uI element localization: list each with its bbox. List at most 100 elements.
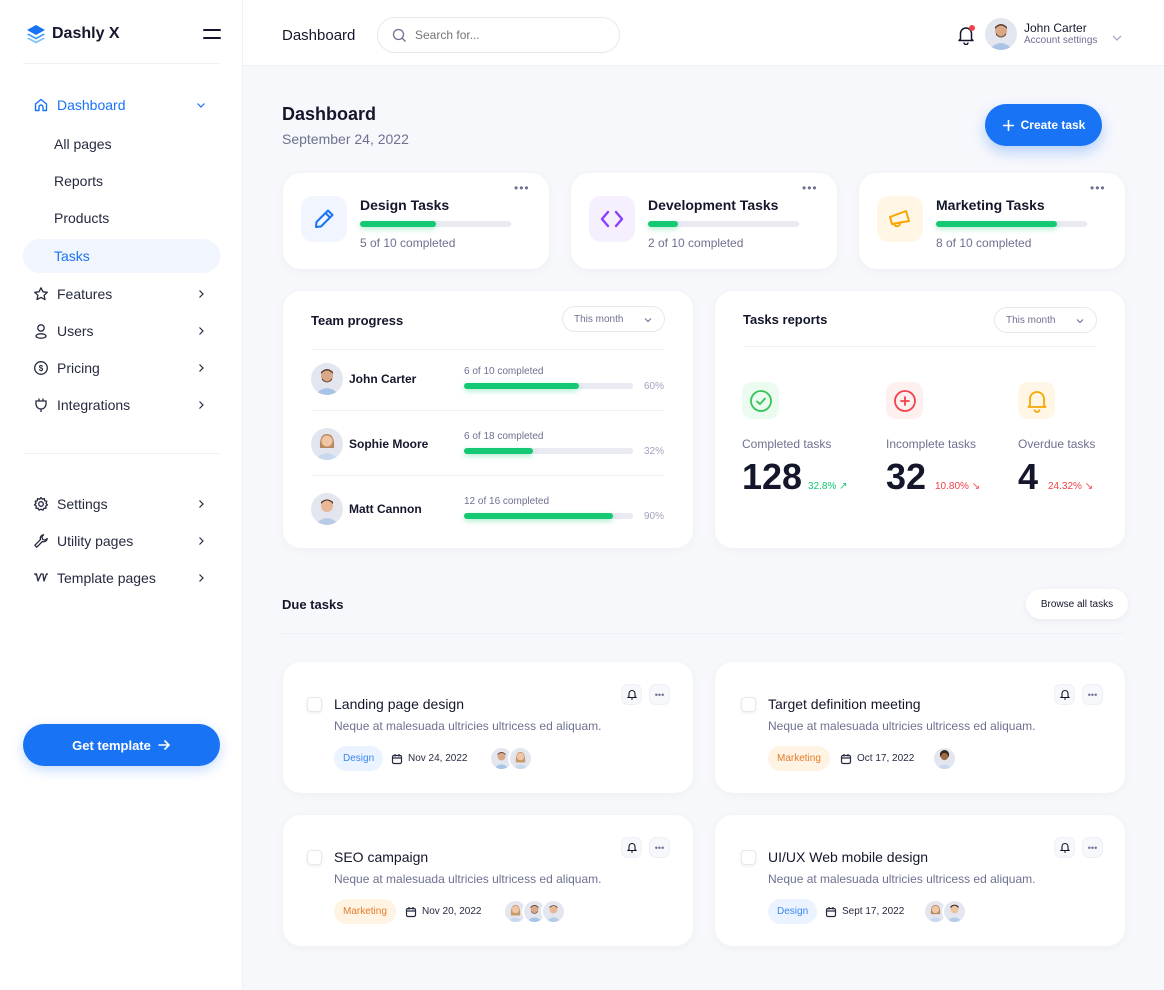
divider — [311, 475, 664, 476]
bell-icon — [1059, 843, 1070, 853]
more-options-icon[interactable]: ••• — [802, 181, 818, 195]
search-box[interactable] — [377, 17, 620, 53]
sidebar-item-label: Users — [57, 323, 94, 339]
sidebar-item-features[interactable]: Features — [23, 277, 220, 311]
dollar-icon: $ — [33, 360, 49, 376]
divider — [23, 453, 220, 454]
divider — [23, 63, 220, 64]
reminder-button[interactable] — [621, 837, 642, 858]
date-label: Nov 24, 2022 — [408, 753, 468, 764]
bell-icon — [1059, 690, 1070, 700]
section-title: Due tasks — [282, 597, 344, 612]
avatar — [932, 746, 957, 771]
calendar-icon — [405, 906, 417, 917]
megaphone-icon — [877, 196, 923, 242]
sidebar-item-settings[interactable]: Settings — [23, 487, 220, 521]
chevron-down-icon — [644, 318, 652, 323]
member-count: 12 of 16 completed — [464, 496, 550, 507]
get-template-button[interactable]: Get template — [23, 724, 220, 766]
date-label: Sept 17, 2022 — [842, 906, 905, 917]
task-description: Neque at malesuada ultricies ultricess e… — [334, 872, 602, 886]
chevron-down-icon[interactable] — [1111, 32, 1123, 44]
sidebar-item-label: Products — [54, 210, 110, 226]
more-options-button[interactable]: ••• — [1082, 684, 1103, 705]
chevron-right-icon — [199, 574, 204, 582]
task-checkbox[interactable] — [307, 697, 322, 712]
sidebar-subitem-tasks[interactable]: Tasks — [23, 239, 220, 273]
sidebar-item-label: Template pages — [57, 570, 156, 586]
avatar — [311, 363, 343, 395]
sidebar-item-integrations[interactable]: Integrations — [23, 388, 220, 422]
browse-all-tasks-button[interactable]: Browse all tasks — [1026, 589, 1128, 619]
task-date: Oct 17, 2022 — [840, 746, 914, 771]
task-tag: Marketing — [334, 899, 396, 924]
get-template-label: Get template — [72, 737, 151, 753]
notification-dot — [969, 25, 975, 31]
member-count: 6 of 18 completed — [464, 431, 544, 442]
account-menu[interactable]: John Carter Account settings — [985, 18, 1097, 50]
metric-value: 4 — [1018, 456, 1039, 497]
tasks-reports-card: Tasks reports This month Completed tasks… — [715, 291, 1125, 548]
sidebar-item-utility-pages[interactable]: Utility pages — [23, 524, 220, 558]
card-title: Tasks reports — [743, 312, 828, 327]
notifications-button[interactable] — [957, 25, 975, 46]
reminder-button[interactable] — [621, 684, 642, 705]
task-tag: Marketing — [768, 746, 830, 771]
sidebar-item-template-pages[interactable]: Template pages — [23, 561, 220, 595]
task-title: Target definition meeting — [768, 696, 921, 712]
reminder-button[interactable] — [1054, 837, 1075, 858]
pencil-icon — [301, 196, 347, 242]
chevron-right-icon — [199, 537, 204, 545]
gear-icon — [33, 496, 49, 512]
task-checkbox[interactable] — [741, 850, 756, 865]
logo[interactable]: Dashly X — [26, 24, 120, 44]
member-count: 6 of 10 completed — [464, 366, 544, 377]
more-options-button[interactable]: ••• — [649, 837, 670, 858]
svg-text:$: $ — [39, 364, 44, 373]
sidebar-item-users[interactable]: Users — [23, 314, 220, 348]
sidebar-subitem-products[interactable]: Products — [23, 201, 220, 235]
task-tag: Design — [334, 746, 384, 771]
date-label: Nov 20, 2022 — [422, 906, 482, 917]
more-options-button[interactable]: ••• — [649, 684, 670, 705]
bell-icon — [958, 27, 974, 46]
sidebar-subitem-all-pages[interactable]: All pages — [23, 127, 220, 161]
task-card: SEO campaign Neque at malesuada ultricie… — [283, 815, 693, 946]
more-options-button[interactable]: ••• — [1082, 837, 1103, 858]
arrow-right-icon — [158, 739, 171, 751]
plug-icon — [33, 397, 49, 413]
task-checkbox[interactable] — [741, 697, 756, 712]
metric-delta: 32.8% ↗ — [808, 481, 848, 492]
more-options-icon[interactable]: ••• — [1090, 181, 1106, 195]
create-task-label: Create task — [1020, 118, 1086, 132]
search-icon — [392, 28, 406, 42]
task-tag: Design — [768, 899, 818, 924]
period-dropdown[interactable]: This month — [562, 306, 665, 332]
divider — [282, 633, 1125, 634]
sidebar-item-label: Reports — [54, 173, 104, 189]
sidebar-item-dashboard[interactable]: Dashboard — [23, 88, 220, 122]
member-percent: 60% — [644, 381, 665, 392]
task-description: Neque at malesuada ultricies ultricess e… — [334, 719, 602, 733]
home-icon — [33, 97, 49, 113]
team-progress-card: Team progress This month John Carter 6 o… — [283, 291, 693, 548]
search-input[interactable] — [415, 28, 595, 42]
chevron-down-icon — [197, 103, 205, 108]
sidebar-subitem-reports[interactable]: Reports — [23, 164, 220, 198]
avatar — [541, 899, 566, 924]
layers-icon — [27, 25, 45, 44]
period-dropdown[interactable]: This month — [994, 307, 1097, 333]
menu-toggle-icon[interactable] — [203, 29, 221, 41]
wrench-icon — [33, 533, 49, 549]
task-title: SEO campaign — [334, 849, 429, 865]
code-icon — [589, 196, 635, 242]
create-task-button[interactable]: Create task — [985, 104, 1102, 146]
reminder-button[interactable] — [1054, 684, 1075, 705]
sidebar-item-label: Dashboard — [57, 97, 126, 113]
more-options-icon[interactable]: ••• — [514, 181, 530, 195]
sidebar-item-pricing[interactable]: $ Pricing — [23, 351, 220, 385]
topbar: Dashboard John Carter Account settings — [243, 0, 1164, 66]
task-card: Landing page design Neque at malesuada u… — [283, 662, 693, 793]
task-checkbox[interactable] — [307, 850, 322, 865]
task-card: Target definition meeting Neque at males… — [715, 662, 1125, 793]
